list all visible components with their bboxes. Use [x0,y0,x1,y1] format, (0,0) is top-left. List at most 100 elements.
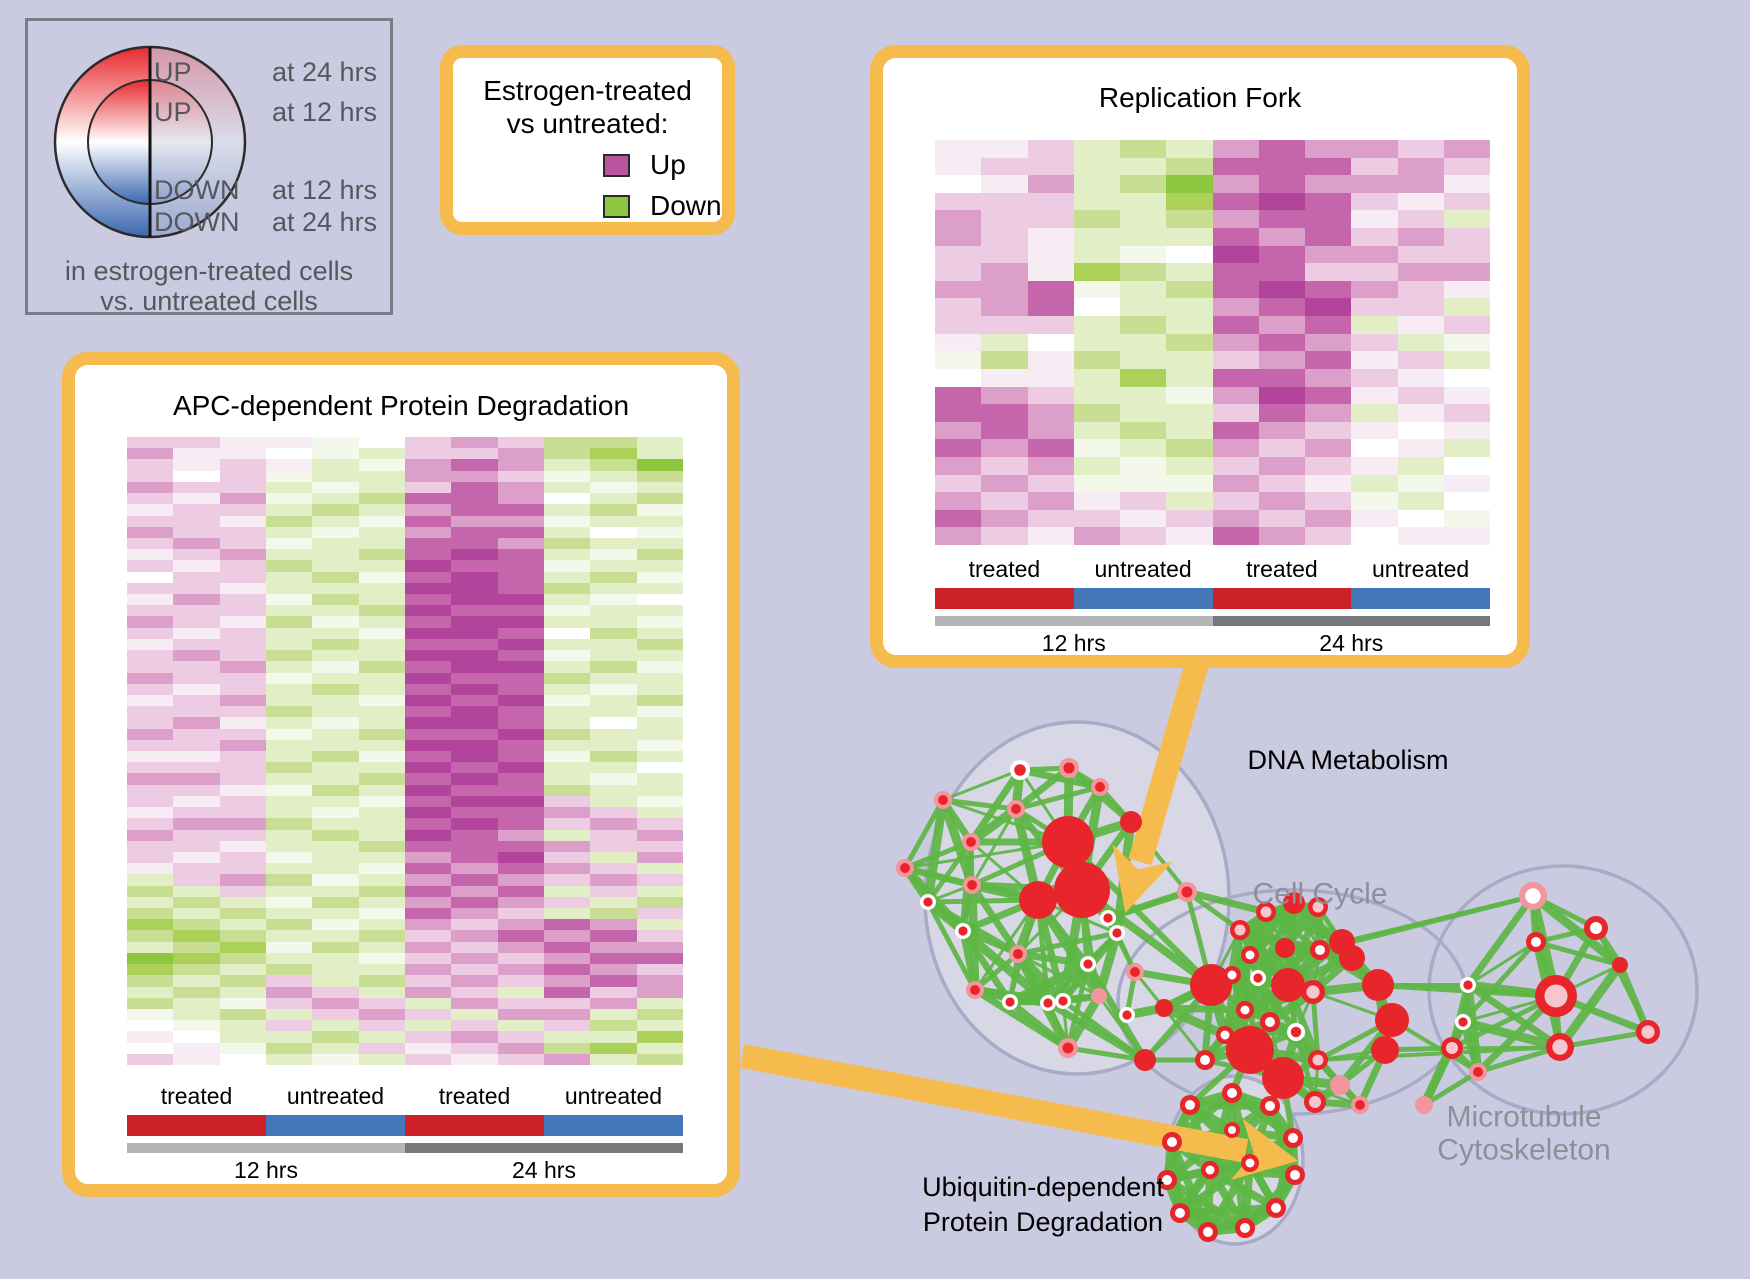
heatmap-cell [127,504,174,516]
heatmap-cell [451,594,498,606]
heatmap-cell [1212,527,1259,545]
heatmap-cell [358,616,405,628]
heatmap-cell [358,728,405,740]
heatmap-cell [590,493,637,505]
heatmap-cell [358,1031,405,1043]
network-node [1288,1133,1298,1143]
heatmap-cell [1120,439,1167,457]
heatmap-cell [543,930,591,942]
heatmap-cell [543,840,591,852]
heatmap-cell [1305,192,1352,211]
heatmap-cell [497,863,544,875]
heatmap-cell [1305,316,1352,334]
heatmap-cell [543,571,591,583]
heatmap-cell [981,456,1028,475]
heatmap-cell [935,333,982,352]
heatmap-cell [1258,474,1305,493]
network-edge [1015,784,1101,812]
heatmap-cell [497,739,544,751]
heatmap-cell [312,829,359,841]
network-node [1062,1042,1074,1054]
heatmap-cell [1443,421,1490,440]
heatmap-cell [358,773,405,785]
heatmap-cell [173,739,220,751]
heatmap-cell [173,986,220,998]
heatmap-cell [404,694,452,707]
network-node [1155,999,1173,1017]
heatmap-cell [312,717,359,729]
heatmap-cell [404,908,452,920]
heatmap-cell [1120,333,1167,352]
heatmap-cell [935,368,982,387]
comparison-legend-box: Estrogen-treated vs untreated: Up Down [440,45,735,235]
heatmap-cell [127,661,174,673]
heatmap-cell [173,1042,220,1054]
heatmap-cell [219,437,266,449]
heatmap-cell [1073,280,1120,299]
heatmap-cell [358,694,405,707]
network-node [1290,1170,1300,1180]
heatmap-cell [636,627,683,639]
heatmap-cell [935,492,982,510]
heatmap-cell [1120,368,1167,387]
network-node [970,985,980,995]
heatmap-cell [590,694,637,707]
heatmap-cell [219,885,266,897]
heatmap-cell [1258,386,1305,405]
heatmap-cell [590,560,637,572]
heatmap-cell [543,470,591,482]
heatmap-cell [590,571,637,583]
heatmap-cell [127,594,174,606]
time-bar-segment [405,1143,683,1153]
network-edge [1067,1045,1146,1063]
heatmap-cell [451,694,498,707]
network-node [1014,764,1026,776]
network-node [1262,1057,1304,1099]
comparison-title-line1: Estrogen-treated [483,75,692,106]
heatmap-cell [404,930,452,942]
heatmap-cell [1027,316,1074,334]
heatmap-cell [404,751,452,763]
heatmap-cell [451,818,498,830]
heatmap-cell [173,840,220,852]
heatmap-cell [497,616,544,628]
heatmap-cell [636,661,683,673]
network-node [1544,984,1568,1008]
heatmap-cell [1305,404,1352,422]
heatmap-cell [451,795,498,808]
heatmap-cell [312,728,359,740]
heatmap-cell [981,210,1028,229]
heatmap-cell [173,493,220,505]
heatmap-cell [451,728,498,740]
heatmap-cell [451,896,498,908]
heatmap-cell [1166,368,1213,387]
heatmap-cell [1258,368,1305,387]
heatmap-cell [590,975,637,987]
heatmap-cell [590,605,637,617]
heatmap-cell [1351,421,1398,440]
heatmap-cell [173,863,220,875]
heatmap-cell [265,1031,313,1043]
heatmap-cell [127,560,174,572]
heatmap-cell [127,694,174,707]
heatmap-cell [127,896,174,908]
heatmap-cell [1073,192,1120,211]
heatmap-cell [265,986,313,998]
heatmap-cell [1027,351,1074,369]
heatmap-cell [590,638,637,651]
legend-item-up: Up [603,149,722,181]
apc-axis: treated untreated treated untreated 12 hrs 24… [127,1083,683,1184]
heatmap-cell [1027,421,1074,440]
heatmap-cell [1305,140,1352,158]
heatmap-cell [173,650,220,662]
heatmap-cell [543,493,591,505]
heatmap-cell [173,964,220,976]
heatmap-cell [1212,280,1259,299]
legend-up-12-time: at 12 hrs [272,97,378,127]
network-node [1227,1088,1237,1098]
heatmap-cell [935,228,982,246]
heatmap-cell [127,582,174,594]
heatmap-cell [497,1020,544,1032]
heatmap-cell [1212,474,1259,493]
heatmap-cell [312,582,359,594]
